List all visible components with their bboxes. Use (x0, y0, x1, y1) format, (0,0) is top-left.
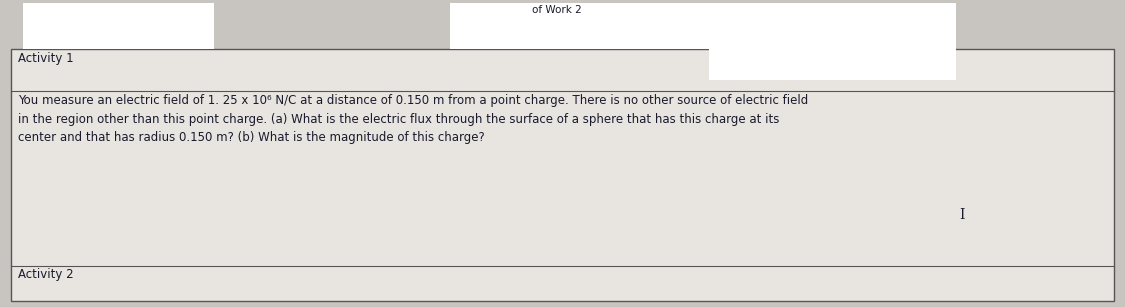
Text: Activity 2: Activity 2 (18, 268, 73, 281)
FancyBboxPatch shape (11, 49, 1114, 301)
FancyBboxPatch shape (22, 3, 214, 49)
Text: of Work 2: of Work 2 (532, 5, 582, 15)
FancyBboxPatch shape (450, 3, 720, 49)
Text: Activity 1: Activity 1 (18, 52, 73, 65)
FancyBboxPatch shape (709, 3, 956, 80)
Text: I: I (960, 208, 964, 222)
Text: You measure an electric field of 1. 25 x 10⁶ N/C at a distance of 0.150 m from a: You measure an electric field of 1. 25 x… (18, 94, 808, 144)
